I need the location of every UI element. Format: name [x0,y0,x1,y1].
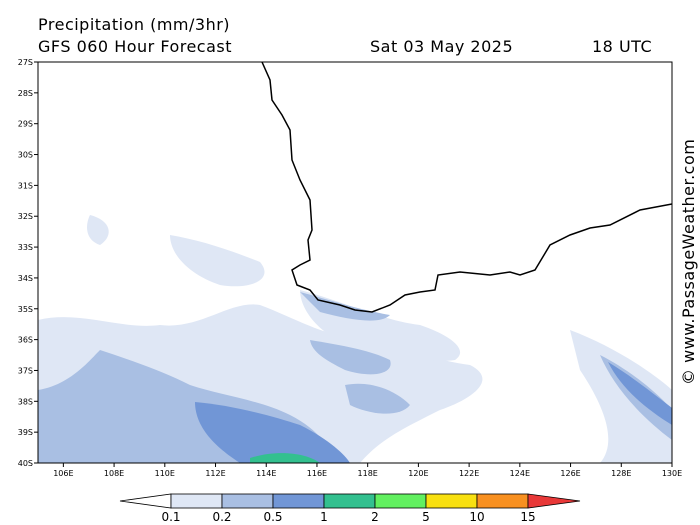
date: Sat 03 May 2025 [370,37,513,56]
lon-label: 130E [662,469,682,478]
lon-label: 106E [53,469,73,478]
lon-label: 114E [256,469,276,478]
colorbar-label: 10 [469,510,484,524]
title: Precipitation (mm/3hr) [38,15,230,34]
lat-label: 28S [18,89,33,98]
colorbar [119,493,581,509]
lat-label: 32S [18,212,33,221]
colorbar-label: 1 [320,510,328,524]
lat-label: 39S [18,428,33,437]
lon-label: 122E [459,469,479,478]
colorbar-label: 15 [520,510,535,524]
colorbar-label: 0.1 [161,510,180,524]
lon-label: 118E [358,469,378,478]
lat-label: 36S [18,336,33,345]
lon-label: 128E [611,469,631,478]
map-frame [37,61,673,464]
lon-label: 110E [155,469,175,478]
lat-label: 27S [18,58,33,67]
lon-label: 126E [560,469,580,478]
lat-label: 35S [18,305,33,314]
lon-label: 116E [307,469,327,478]
lat-label: 37S [18,366,33,375]
lon-label: 108E [104,469,124,478]
watermark: © www.PassageWeather.com [679,139,698,385]
lat-label: 30S [18,151,33,160]
time: 18 UTC [592,37,652,56]
lat-label: 38S [18,397,33,406]
colorbar-label: 2 [371,510,379,524]
subtitle: GFS 060 Hour Forecast [38,37,232,56]
lat-label: 33S [18,243,33,252]
lon-label: 112E [205,469,225,478]
lon-label: 124E [510,469,530,478]
lat-label: 31S [18,181,33,190]
lat-label: 29S [18,120,33,129]
colorbar-label: 0.2 [212,510,231,524]
colorbar-label: 0.5 [263,510,282,524]
lat-label: 34S [18,274,33,283]
lat-label: 40S [18,459,33,468]
colorbar-label: 5 [422,510,430,524]
precipitation [38,62,672,463]
lon-label: 120E [408,469,428,478]
